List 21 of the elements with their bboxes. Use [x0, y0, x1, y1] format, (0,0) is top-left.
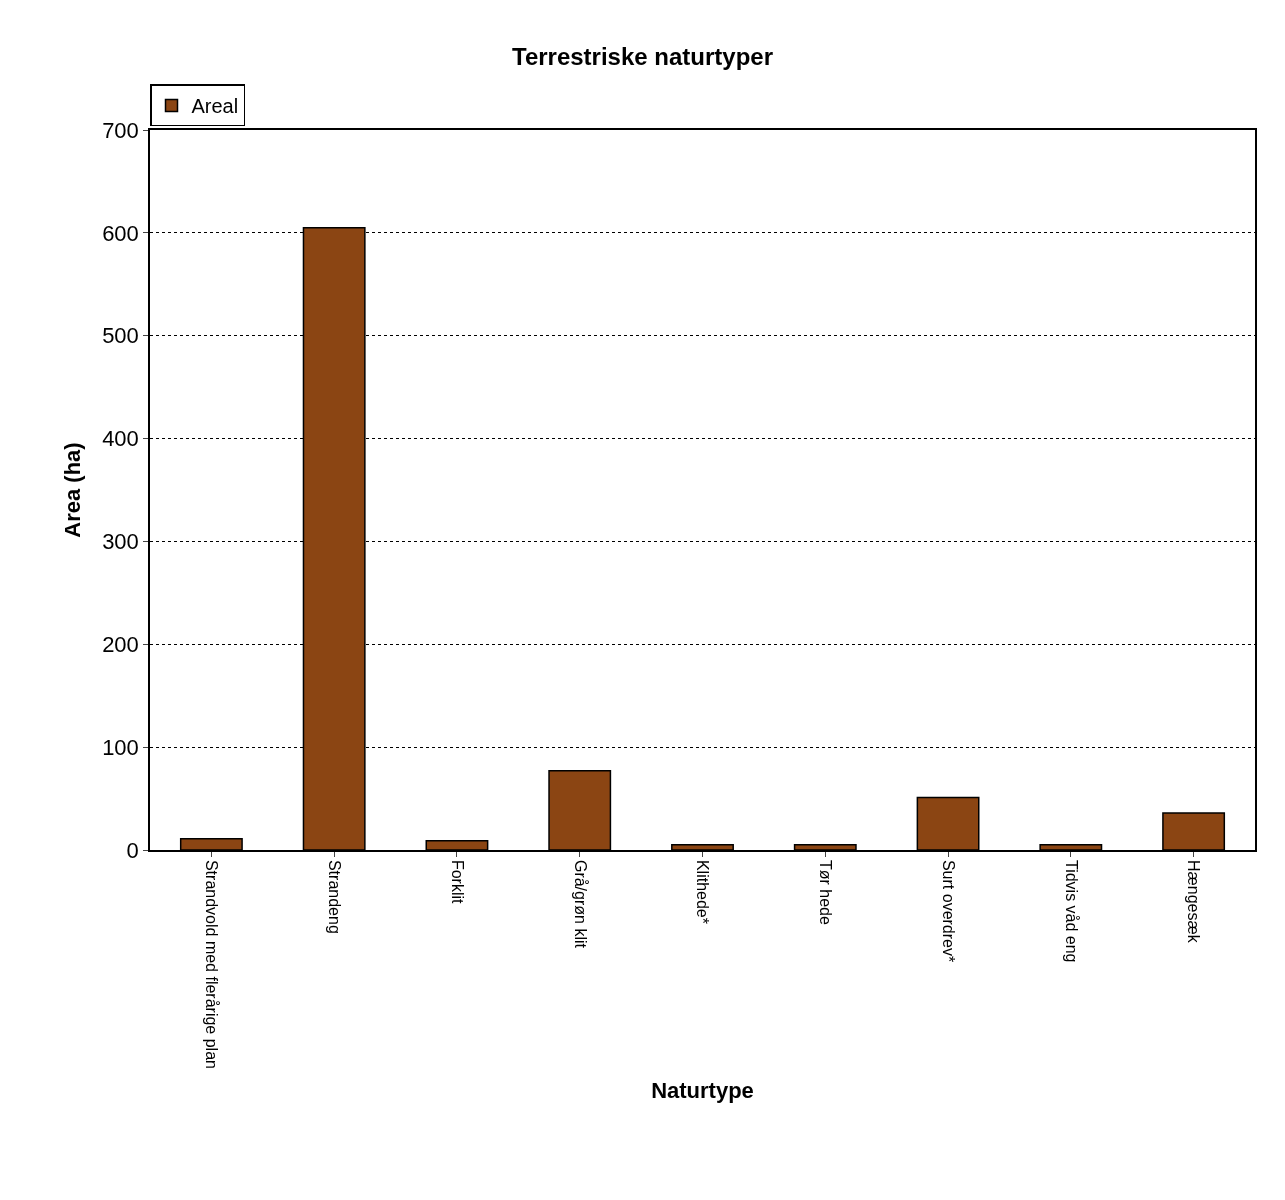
y-tick-label: 600	[102, 220, 139, 246]
x-tick-label: Strandvold med flerårige plan	[203, 859, 221, 1069]
x-tick-label: Forklit	[448, 859, 466, 905]
y-tick-label: 300	[102, 529, 139, 555]
y-tick-label: 400	[102, 426, 139, 452]
x-tick-label: Surt overdrev*	[939, 859, 957, 963]
x-tick-label: Klithede*	[694, 859, 712, 924]
x-tick-label: Hængesæk	[1185, 859, 1203, 944]
y-tick-label: 700	[102, 117, 139, 143]
y-axis-title: Area (ha)	[60, 442, 86, 538]
y-tick-label: 500	[102, 323, 139, 349]
y-tick-label: 100	[102, 734, 139, 760]
y-tick-label: 0	[126, 837, 139, 863]
x-tick-label: Strandeng	[325, 859, 343, 934]
chart-title: Terrestriske naturtyper	[512, 42, 773, 70]
x-tick-label: Grå/grøn klit	[571, 859, 589, 949]
x-tick-label: Tør hede	[817, 859, 835, 925]
x-axis-title: Naturtype	[651, 1078, 754, 1104]
y-tick-label: 200	[102, 631, 139, 657]
legend-label: Areal	[191, 95, 239, 118]
x-tick-label: Tidvis våd eng	[1062, 859, 1080, 963]
